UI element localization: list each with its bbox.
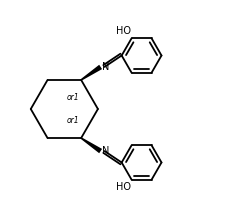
Text: HO: HO: [116, 182, 130, 192]
Polygon shape: [81, 137, 102, 153]
Text: N: N: [102, 62, 110, 72]
Text: N: N: [102, 146, 110, 156]
Text: or1: or1: [66, 93, 79, 102]
Text: or1: or1: [66, 116, 79, 125]
Text: HO: HO: [116, 26, 130, 36]
Polygon shape: [81, 65, 102, 81]
